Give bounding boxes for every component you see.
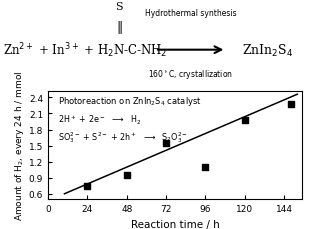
X-axis label: Reaction time / h: Reaction time / h [131, 218, 219, 229]
Text: SO$_3^{2-}$ + S$^{2-}$ + 2h$^+$  $\longrightarrow$  S$_2$O$_3^{2-}$: SO$_3^{2-}$ + S$^{2-}$ + 2h$^+$ $\longri… [58, 129, 188, 144]
Point [85, 184, 90, 188]
Point [288, 103, 293, 106]
Text: Photoreaction on ZnIn$_2$S$_4$ catalyst: Photoreaction on ZnIn$_2$S$_4$ catalyst [58, 95, 202, 108]
Text: 160$^\circ$C, crystallization: 160$^\circ$C, crystallization [148, 68, 233, 80]
Point [242, 119, 247, 122]
Point [203, 165, 208, 169]
Point [124, 173, 129, 177]
Y-axis label: Amount of H$_2$, every 24 h / mmol: Amount of H$_2$, every 24 h / mmol [13, 71, 26, 220]
Point [164, 142, 169, 145]
Text: Zn$^{2+}$ + In$^{3+}$ + H$_2$N-C-NH$_2$: Zn$^{2+}$ + In$^{3+}$ + H$_2$N-C-NH$_2$ [3, 41, 167, 60]
Text: ‖: ‖ [116, 21, 122, 34]
Text: 2H$^+$ + 2e$^-$  $\longrightarrow$  H$_2$: 2H$^+$ + 2e$^-$ $\longrightarrow$ H$_2$ [58, 113, 141, 126]
Text: Hydrothermal synthesis: Hydrothermal synthesis [145, 8, 237, 18]
Text: ZnIn$_2$S$_4$: ZnIn$_2$S$_4$ [242, 42, 293, 58]
Text: S: S [116, 2, 123, 12]
